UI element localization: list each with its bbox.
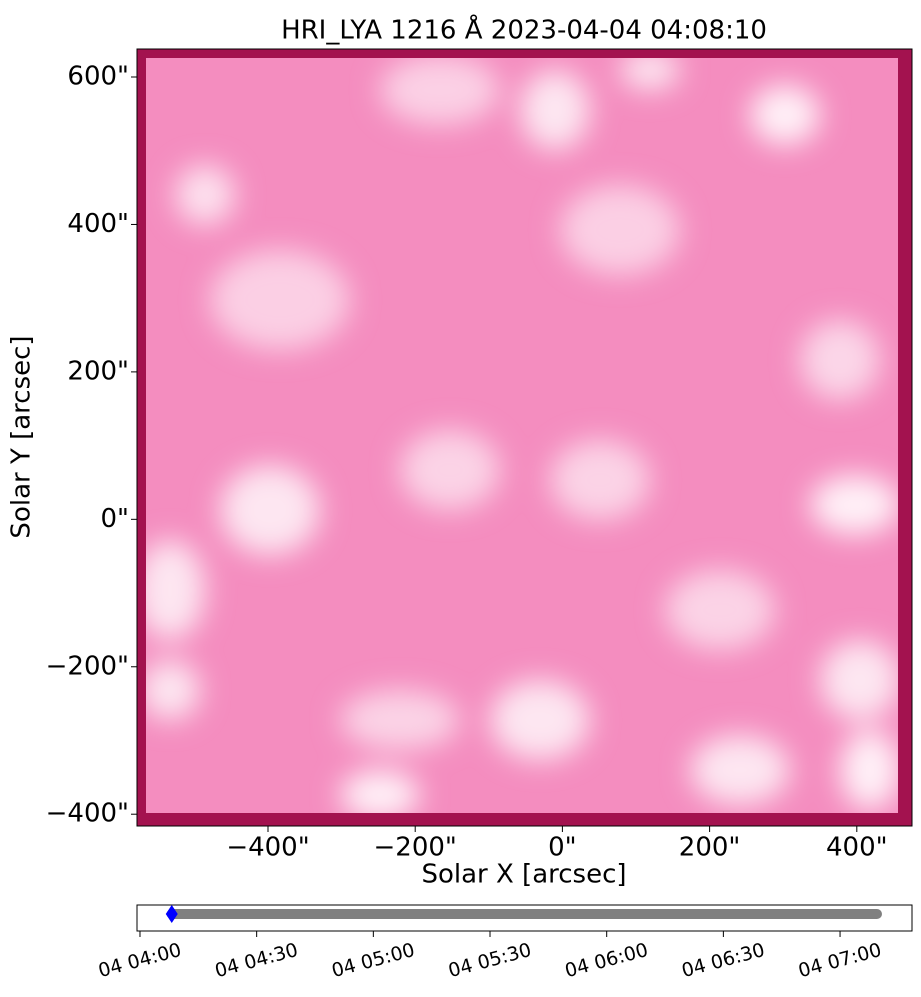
bright-patch xyxy=(820,640,898,720)
x-tick-label: 0" xyxy=(548,833,577,863)
timeline-frame xyxy=(136,904,913,932)
bright-patch xyxy=(490,680,590,760)
x-tick-label: 04 06:00 xyxy=(563,939,651,982)
y-tick-label: 200" xyxy=(67,356,129,386)
x-tick-label: 04 05:30 xyxy=(446,939,534,982)
bright-patch xyxy=(550,440,650,520)
bright-patch xyxy=(620,58,680,90)
bright-patch xyxy=(380,58,500,125)
bright-patch xyxy=(840,730,898,810)
bright-patch xyxy=(520,70,590,150)
x-tick-label: −400" xyxy=(226,833,309,863)
bright-patch xyxy=(400,430,500,510)
x-tick-label: 04 06:30 xyxy=(679,939,767,982)
bright-patch xyxy=(665,570,775,650)
bright-patch xyxy=(146,540,205,640)
bright-patch xyxy=(146,660,200,720)
x-tick-label: 400" xyxy=(826,833,888,863)
y-tick-label: 400" xyxy=(67,209,129,239)
bright-patch xyxy=(800,320,880,400)
bright-patch xyxy=(340,690,460,750)
y-tick-label: 0" xyxy=(100,504,129,534)
x-axis-label: Solar X [arcsec] xyxy=(421,860,626,890)
bright-patch xyxy=(220,465,320,555)
y-tick-label: −200" xyxy=(46,651,129,681)
y-axis-label: Solar Y [arcsec] xyxy=(7,335,37,538)
x-tick-label: 04 05:00 xyxy=(329,939,417,982)
x-tick-label: 04 04:00 xyxy=(96,939,184,982)
bright-patch xyxy=(340,770,420,813)
chart-title: HRI_LYA 1216 Å 2023-04-04 04:08:10 xyxy=(281,14,767,46)
bright-patch xyxy=(750,85,820,145)
x-tick-label: −200" xyxy=(374,833,457,863)
y-tick-label: −400" xyxy=(46,799,129,829)
bright-patch xyxy=(690,735,790,805)
y-tick-label: 600" xyxy=(67,62,129,92)
current-time-marker xyxy=(165,905,178,923)
image-texture xyxy=(146,58,898,813)
bright-patch xyxy=(210,250,350,350)
bright-patch xyxy=(560,185,680,275)
axes-frame xyxy=(136,48,913,827)
x-tick-label: 04 07:00 xyxy=(796,939,884,982)
bright-patch xyxy=(175,165,235,225)
bright-patch xyxy=(810,475,898,535)
x-tick-label: 04 04:30 xyxy=(213,939,301,982)
x-tick-label: 200" xyxy=(679,833,741,863)
